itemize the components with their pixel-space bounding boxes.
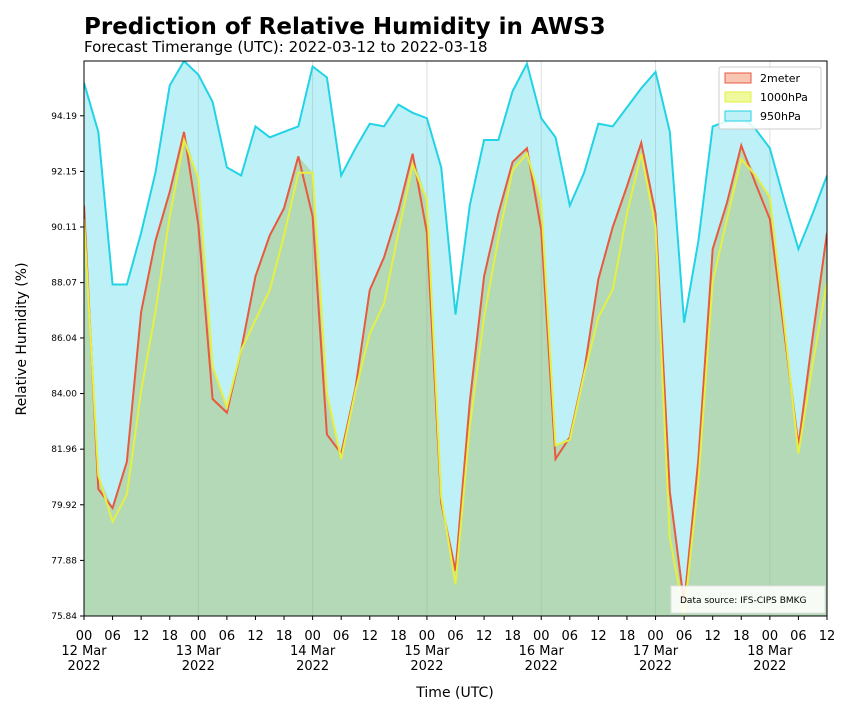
x-tick-label: 00 16 Mar 2022: [519, 629, 565, 674]
y-tick-label: 84.00: [51, 390, 77, 400]
x-tick-label: 18: [504, 629, 521, 644]
x-tick-label: 12: [819, 629, 836, 644]
x-tick-label: 06: [562, 629, 579, 644]
x-tick-label: 06: [790, 629, 807, 644]
legend-swatch-950hpa: [724, 110, 752, 122]
legend-label-950hpa: 950hPa: [760, 110, 801, 123]
x-tick-label: 12: [133, 629, 150, 644]
x-tick-label: 06: [676, 629, 693, 644]
x-tick-label: 12: [247, 629, 264, 644]
x-tick-label: 06: [447, 629, 464, 644]
y-tick-label: 94.19: [51, 112, 77, 122]
x-tick-label: 18: [390, 629, 407, 644]
legend-label-2meter: 2meter: [760, 72, 801, 85]
y-tick-label: 86.04: [51, 334, 77, 344]
y-tick-label: 88.07: [51, 279, 77, 289]
series-fill-surface-overlap: [84, 131, 827, 616]
x-tick-label: 12: [704, 629, 721, 644]
y-axis-label: Relative Humidity (%): [14, 262, 30, 415]
x-tick-label: 18: [619, 629, 636, 644]
data-source-box: Data source: IFS-CIPS BMKG: [670, 585, 826, 614]
chart-title: Prediction of Relative Humidity in AWS3: [84, 14, 606, 40]
x-tick-label: 06: [333, 629, 350, 644]
legend-swatch-1000hpa: [724, 91, 752, 103]
x-tick-label: 06: [219, 629, 236, 644]
x-tick-label: 12: [361, 629, 378, 644]
x-tick-label: 00 17 Mar 2022: [633, 629, 679, 674]
chart-subtitle: Forecast Timerange (UTC): 2022-03-12 to …: [84, 38, 488, 56]
series-line-2meter: [84, 131, 827, 604]
day-gridlines: [84, 61, 771, 616]
x-tick-label: 00 12 Mar 2022: [61, 629, 107, 674]
x-tick-label: 12: [590, 629, 607, 644]
y-tick-label: 75.84: [51, 612, 77, 622]
x-tick-label: 06: [104, 629, 121, 644]
y-axis: 75.84 77.88 79.92 81.96 84.00 86.04 88.07 90.11…: [51, 112, 84, 622]
x-tick-label: 00 15 Mar 2022: [404, 629, 450, 674]
legend-swatch-2meter: [724, 72, 752, 84]
x-tick-label: 18: [276, 629, 293, 644]
x-tick-label: 00 13 Mar 2022: [176, 629, 222, 674]
x-axis-label: Time (UTC): [415, 685, 493, 701]
y-tick-label: 90.11: [51, 223, 77, 233]
y-tick-label: 79.92: [51, 501, 77, 511]
data-source-note: Data source: IFS-CIPS BMKG: [680, 596, 807, 606]
legend-label-1000hpa: 1000hPa: [760, 91, 808, 104]
plot-area: [84, 61, 827, 616]
series-line-950hpa: [84, 61, 827, 323]
x-tick-label: 00 14 Mar 2022: [290, 629, 336, 674]
y-tick-label: 77.88: [51, 556, 77, 566]
legend: 2meter 1000hPa 950hPa: [718, 66, 822, 130]
x-tick-label: 00 18 Mar 2022: [747, 629, 793, 674]
x-tick-label: 18: [161, 629, 178, 644]
series-line-1000hpa: [84, 136, 827, 615]
x-tick-label: 12: [476, 629, 493, 644]
y-tick-label: 81.96: [51, 445, 77, 455]
x-tick-label: 18: [733, 629, 750, 644]
y-tick-label: 92.15: [51, 167, 77, 177]
